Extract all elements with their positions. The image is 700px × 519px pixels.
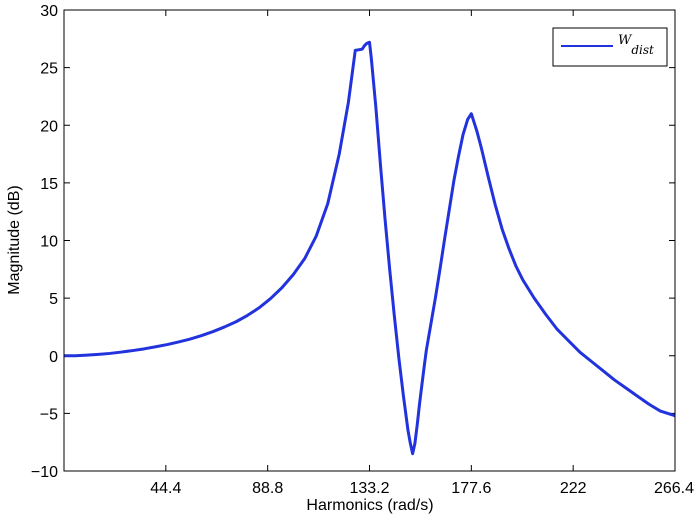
y-tick-label: 5 [49,291,58,308]
y-axis-label: Magnitude (dB) [6,185,23,294]
x-tick-label: 266.4 [654,480,694,497]
x-tick-label: 222 [560,480,587,497]
plot-frame [63,9,676,472]
x-tick-label: 44.4 [150,480,181,497]
series-line-w-dist [64,40,676,456]
y-tick-label: 25 [40,61,58,78]
legend-entry-main: W [618,33,633,48]
y-tick-label: 10 [40,234,58,251]
y-tick-label: −10 [31,464,58,481]
series-group [64,40,676,456]
legend-entry-subscript: dist [631,43,654,57]
x-tick-labels: 44.4 88.8 133.2 177.6 222 266.4 [150,480,694,497]
y-tick-label: 0 [49,349,58,366]
plot-background [64,10,675,471]
x-tick-label: 177.6 [451,480,491,497]
legend-entry-w-dist: Wdist [618,33,654,57]
y-tick-label: 15 [40,176,58,193]
x-tick-label: 133.2 [349,480,389,497]
x-axis-label: Harmonics (rad/s) [306,497,433,514]
y-tick-label: −5 [40,406,58,423]
y-tick-label: 30 [40,3,58,20]
x-tick-label: 88.8 [252,480,283,497]
legend: Wdist [552,27,668,67]
y-tick-labels: −10 −5 0 5 10 15 20 25 30 [31,3,58,481]
y-tick-label: 20 [40,118,58,135]
